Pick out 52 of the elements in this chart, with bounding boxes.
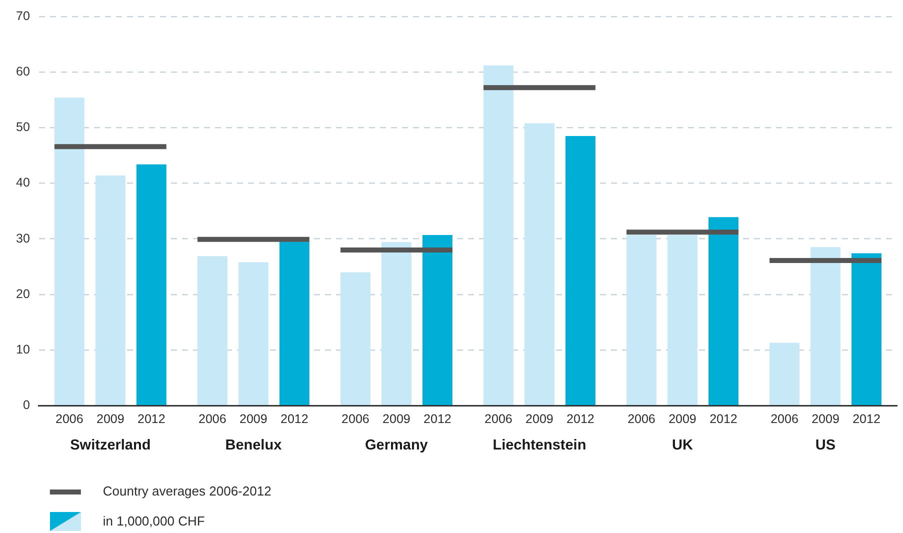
bar: [197, 256, 228, 405]
x-tick-label: UK: [672, 437, 694, 454]
bar: [668, 234, 698, 405]
text: 2012: [280, 412, 308, 426]
y-tick-label: 40: [16, 176, 30, 190]
x-tick-label: Switzerland: [70, 437, 151, 454]
x-tick-label: Benelux: [225, 437, 282, 454]
bar: [95, 175, 126, 405]
text: 2009: [240, 412, 268, 426]
bar: [54, 98, 84, 405]
text: 2006: [770, 412, 798, 426]
legend-label: Country averages 2006-2012: [102, 484, 272, 499]
bar: [422, 234, 452, 405]
bar: [238, 262, 268, 405]
bar: [626, 234, 656, 405]
y-tick-label: 30: [16, 231, 30, 246]
text: 2009: [668, 412, 696, 426]
bar: [565, 136, 596, 405]
bar: [524, 123, 554, 405]
text: 2012: [424, 412, 452, 426]
text: 2009: [526, 412, 554, 426]
text: 2012: [710, 412, 738, 426]
text: 2012: [566, 412, 594, 426]
y-tick-label: 20: [16, 286, 30, 301]
bar: [136, 164, 166, 405]
bar: [381, 242, 412, 405]
y-tick-label: 60: [16, 64, 30, 79]
x-tick-label: Liechtenstein: [492, 437, 586, 454]
text: 2009: [812, 412, 840, 426]
text: 2009: [382, 412, 410, 426]
text: 2006: [484, 412, 512, 426]
y-tick-label: 10: [16, 342, 30, 356]
series-label: 2009: [96, 412, 124, 426]
bar: [340, 272, 370, 405]
x-tick-label: US: [815, 437, 836, 454]
bar: [852, 253, 882, 405]
text: 2006: [628, 412, 656, 426]
series-label: 2006: [56, 412, 84, 426]
bar: [484, 65, 514, 405]
series-label: 2012: [138, 412, 166, 426]
text: 2006: [198, 412, 226, 426]
bar: [708, 217, 738, 405]
x-tick-label: Germany: [365, 437, 428, 454]
y-tick-label: 50: [16, 120, 30, 134]
text: 2006: [342, 412, 370, 426]
y-tick-label: 0: [22, 398, 30, 412]
bar: [810, 247, 840, 405]
text: in 1,000,000 CHF: [102, 514, 205, 529]
text: 2012: [852, 412, 880, 426]
y-tick-label: 70: [16, 8, 30, 23]
bar: [770, 342, 800, 405]
bar: [279, 242, 310, 405]
